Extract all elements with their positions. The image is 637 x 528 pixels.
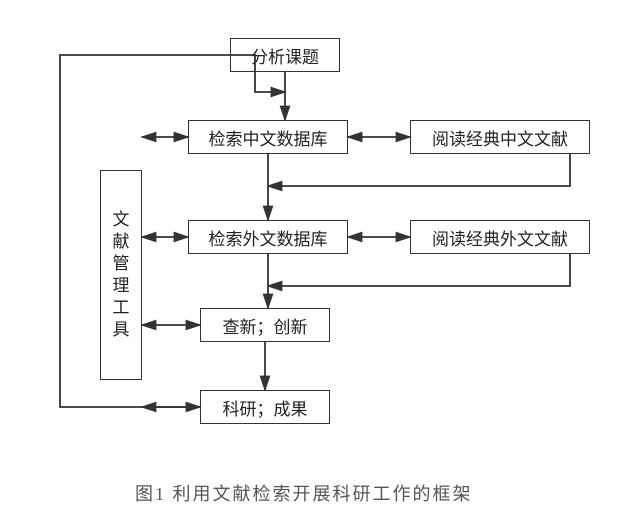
node-label: 分析课题 [251,43,319,68]
node-research: 科研；成果 [200,390,330,424]
node-read-cn: 阅读经典中文文献 [410,120,590,154]
figure-caption: 图1 利用文献检索开展科研工作的框架 [135,480,473,506]
node-label: 阅读经典中文文献 [432,125,568,150]
node-label: 查新；创新 [223,313,308,338]
node-tool: 文献管理工具 [100,170,142,380]
node-label: 科研；成果 [223,395,308,420]
node-analyze: 分析课题 [230,38,340,72]
node-label: 阅读经典外文文献 [432,225,568,250]
edges-layer [0,0,637,528]
flowchart-canvas: 分析课题 检索中文数据库 阅读经典中文文献 检索外文数据库 阅读经典外文文献 查… [0,0,637,528]
node-label: 检索中文数据库 [209,125,328,150]
node-novelty: 查新；创新 [200,308,330,342]
node-search-cn: 检索中文数据库 [188,120,348,154]
node-read-fr: 阅读经典外文文献 [410,220,590,254]
node-label: 检索外文数据库 [209,225,328,250]
node-search-fr: 检索外文数据库 [188,220,348,254]
